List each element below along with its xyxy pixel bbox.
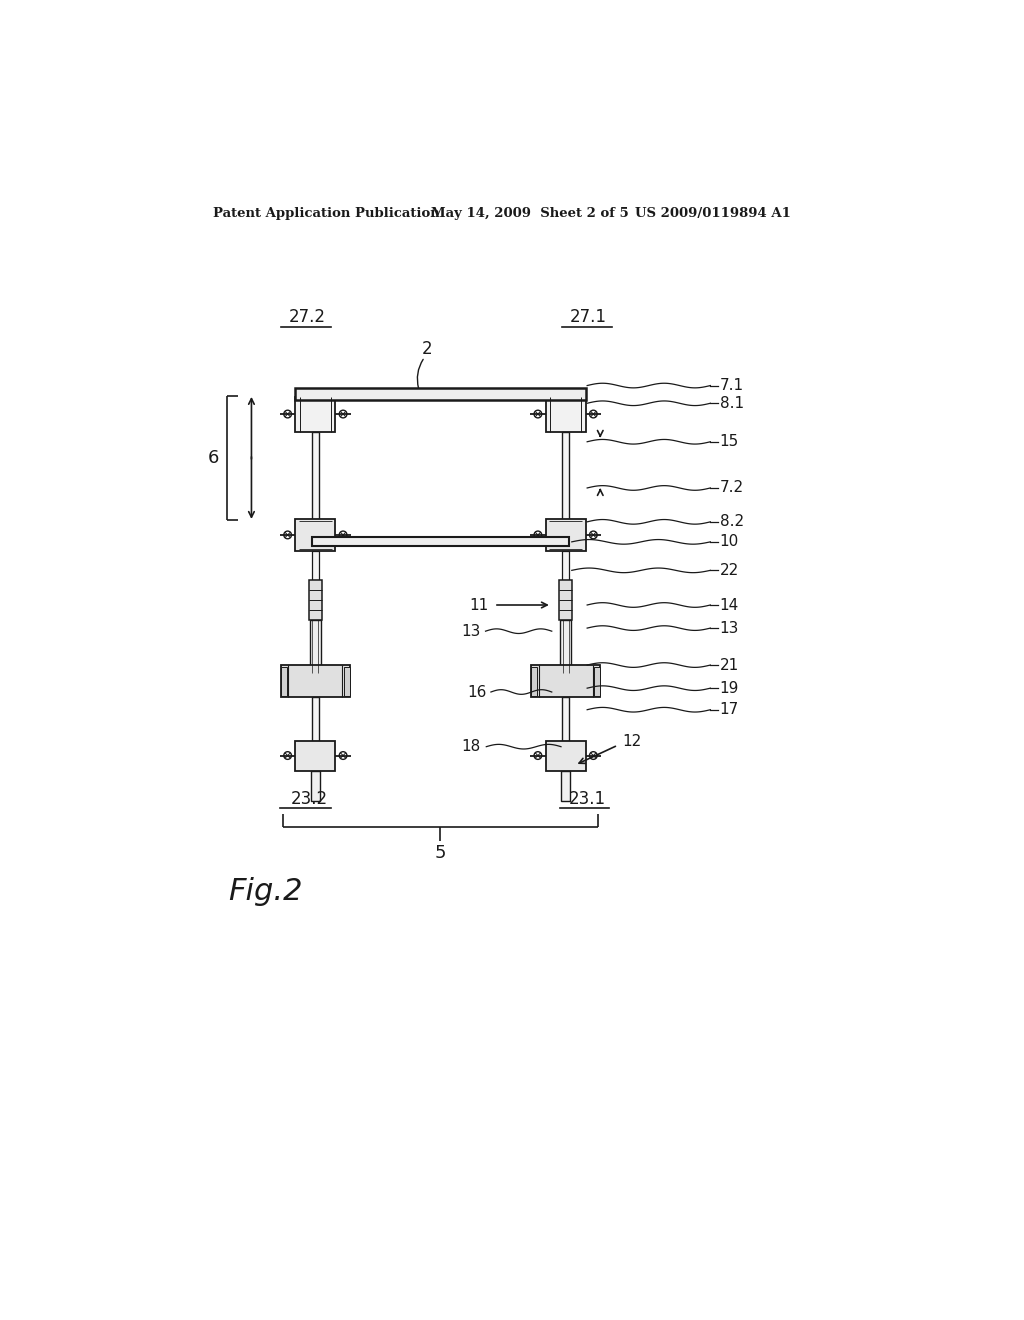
Text: 14: 14 xyxy=(720,598,739,612)
Bar xyxy=(562,432,569,524)
Text: 23.1: 23.1 xyxy=(568,789,606,808)
Text: May 14, 2009  Sheet 2 of 5: May 14, 2009 Sheet 2 of 5 xyxy=(431,207,629,220)
Text: US 2009/0119894 A1: US 2009/0119894 A1 xyxy=(635,207,791,220)
Bar xyxy=(295,741,336,771)
Text: 5: 5 xyxy=(435,843,446,862)
Bar xyxy=(295,397,336,432)
Bar xyxy=(531,667,538,696)
Bar xyxy=(546,741,586,771)
Bar xyxy=(546,519,586,552)
Bar xyxy=(295,519,336,552)
Text: 2: 2 xyxy=(422,341,432,358)
Bar xyxy=(594,667,600,696)
Text: 19: 19 xyxy=(720,681,739,696)
Text: 13: 13 xyxy=(462,623,481,639)
Bar xyxy=(311,432,319,524)
Bar xyxy=(310,771,319,801)
Text: 27.1: 27.1 xyxy=(570,309,607,326)
Bar xyxy=(562,552,569,581)
Text: 12: 12 xyxy=(622,734,641,748)
Bar xyxy=(562,697,569,741)
Text: 13: 13 xyxy=(720,620,739,636)
Bar xyxy=(560,620,571,673)
Text: Fig.2: Fig.2 xyxy=(228,876,302,906)
Bar xyxy=(311,552,319,581)
Bar xyxy=(309,581,322,620)
Text: 22: 22 xyxy=(720,562,739,578)
Text: 8.1: 8.1 xyxy=(720,396,743,411)
Bar xyxy=(295,388,586,400)
Bar xyxy=(561,771,570,801)
Bar xyxy=(546,397,586,432)
Text: 8.2: 8.2 xyxy=(720,515,743,529)
Text: 18: 18 xyxy=(462,739,481,754)
Text: 15: 15 xyxy=(720,434,739,449)
Text: 7.1: 7.1 xyxy=(720,378,743,393)
Text: 17: 17 xyxy=(720,702,739,717)
Text: 10: 10 xyxy=(720,535,739,549)
Text: 11: 11 xyxy=(469,598,488,612)
Bar xyxy=(311,537,569,545)
Bar xyxy=(281,665,350,697)
Bar xyxy=(310,620,321,673)
Bar xyxy=(344,667,350,696)
Text: 16: 16 xyxy=(467,685,486,700)
Bar xyxy=(531,665,600,697)
Text: 6: 6 xyxy=(207,449,219,467)
Text: 23.2: 23.2 xyxy=(291,789,328,808)
Bar xyxy=(311,697,319,741)
Bar xyxy=(281,667,287,696)
Bar xyxy=(559,581,571,620)
Text: 7.2: 7.2 xyxy=(720,480,743,495)
Text: Patent Application Publication: Patent Application Publication xyxy=(213,207,439,220)
Text: 21: 21 xyxy=(720,657,739,673)
Text: 27.2: 27.2 xyxy=(289,309,327,326)
